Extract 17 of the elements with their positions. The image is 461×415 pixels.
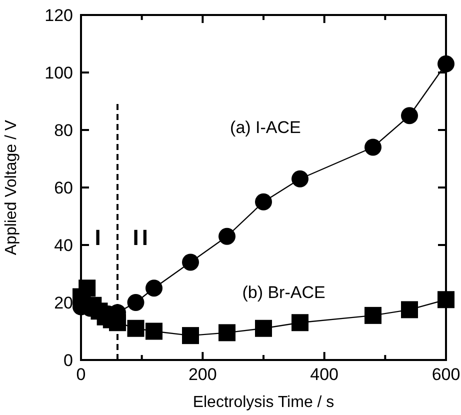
series-label: (a) I-ACE: [230, 118, 301, 137]
x-tick-label: 600: [432, 365, 460, 384]
x-axis-title: Electrolysis Time / s: [192, 394, 334, 411]
y-tick-label: 40: [54, 236, 73, 255]
y-tick-label: 100: [44, 64, 73, 82]
x-tick-label: 0: [76, 365, 86, 384]
y-tick-label: 60: [54, 178, 73, 198]
y-tick-label: 20: [54, 294, 73, 312]
y-tick-label: 80: [54, 121, 73, 140]
y-tick-label: 120: [44, 6, 73, 25]
x-tick-label: 200: [188, 365, 217, 384]
y-axis-title: Applied Voltage / V: [3, 120, 20, 256]
x-tick-label: 400: [310, 365, 339, 384]
y-tick-label: 0: [64, 351, 73, 370]
annotation: II: [132, 225, 151, 250]
annotation: I: [94, 225, 104, 250]
series-label: (b) Br-ACE: [242, 283, 326, 302]
